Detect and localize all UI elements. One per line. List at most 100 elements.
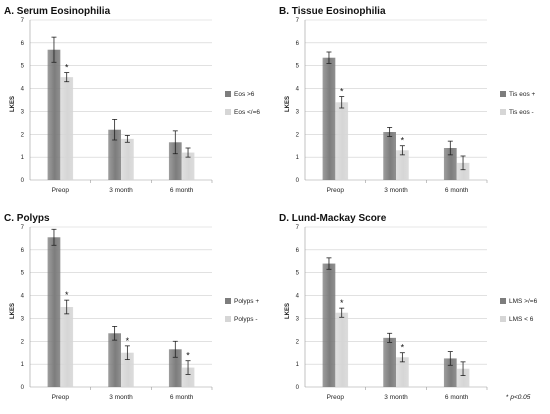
x-category-label: 3 month bbox=[384, 187, 408, 194]
significance-marker: * bbox=[401, 343, 405, 353]
y-tick-label: 1 bbox=[21, 362, 25, 368]
significance-footnote: * p<0.05 bbox=[506, 394, 530, 401]
significance-marker: * bbox=[186, 351, 190, 361]
significance-marker: * bbox=[126, 336, 130, 346]
x-category-label: Preop bbox=[52, 187, 70, 194]
legend-label: Eos </=6 bbox=[234, 109, 260, 116]
y-tick-label: 5 bbox=[296, 64, 300, 70]
bar bbox=[456, 368, 470, 387]
bar bbox=[443, 358, 457, 387]
legend-label: LMS >/=6 bbox=[509, 298, 538, 305]
y-tick-label: 6 bbox=[296, 248, 300, 254]
y-axis-label: LKES bbox=[285, 96, 291, 112]
chart-b: B. Tissue Eosinophilia 0 1 2 3 4 5 6 7 LKES * Preop… bbox=[279, 6, 536, 194]
chart-panel-c: C. Polyps 0 1 2 3 4 5 6 7 LKES * Preop * 3 month * 6 mo… bbox=[0, 207, 275, 414]
bar bbox=[60, 77, 74, 180]
y-tick-label: 7 bbox=[296, 225, 300, 231]
y-tick-label: 5 bbox=[21, 271, 25, 277]
x-category-label: 6 month bbox=[445, 394, 469, 401]
x-category-label: Preop bbox=[327, 394, 345, 401]
bar bbox=[322, 57, 336, 180]
y-axis-label: LKES bbox=[285, 303, 291, 319]
bar bbox=[396, 150, 409, 180]
chart-panel-a: A. Serum Eosinophilia 0 1 2 3 4 5 6 7 LKES * Preop 3… bbox=[0, 0, 275, 207]
y-tick-label: 6 bbox=[296, 41, 300, 47]
y-tick-label: 4 bbox=[21, 294, 25, 300]
y-tick-label: 2 bbox=[296, 339, 300, 345]
bar bbox=[383, 132, 396, 180]
y-tick-label: 2 bbox=[21, 132, 25, 138]
x-category-label: 3 month bbox=[384, 394, 408, 401]
bar bbox=[108, 333, 121, 387]
y-axis-label: LKES bbox=[10, 303, 16, 319]
footnote-text: p<0.05 bbox=[510, 394, 531, 401]
y-tick-label: 7 bbox=[296, 18, 300, 24]
chart-title: D. Lund-Mackay Score bbox=[279, 213, 387, 224]
y-tick-label: 7 bbox=[21, 225, 25, 231]
chart-title: B. Tissue Eosinophilia bbox=[279, 6, 386, 17]
y-tick-label: 1 bbox=[21, 155, 25, 161]
bar bbox=[121, 138, 134, 180]
y-tick-label: 6 bbox=[21, 41, 25, 47]
y-tick-label: 0 bbox=[21, 385, 25, 391]
y-axis-label: LKES bbox=[10, 96, 16, 112]
bar bbox=[108, 129, 121, 180]
bar bbox=[60, 307, 74, 387]
bar bbox=[168, 142, 182, 180]
bar bbox=[47, 237, 61, 387]
y-tick-label: 5 bbox=[296, 271, 300, 277]
bar bbox=[47, 49, 61, 180]
chart-a: A. Serum Eosinophilia 0 1 2 3 4 5 6 7 LKES * Preop 3… bbox=[4, 6, 260, 194]
legend-label: Tis eos + bbox=[509, 91, 536, 98]
x-category-label: 6 month bbox=[445, 187, 469, 194]
bar bbox=[456, 162, 470, 180]
significance-marker: * bbox=[401, 136, 405, 146]
y-tick-label: 2 bbox=[296, 132, 300, 138]
y-tick-label: 4 bbox=[21, 87, 25, 93]
y-tick-label: 3 bbox=[21, 316, 25, 322]
bar bbox=[443, 148, 457, 180]
bar bbox=[168, 349, 182, 387]
x-category-label: 6 month bbox=[170, 187, 194, 194]
bar bbox=[383, 337, 396, 387]
x-category-label: Preop bbox=[327, 187, 345, 194]
footnote-star: * bbox=[506, 394, 509, 401]
chart-d: D. Lund-Mackay Score 0 1 2 3 4 5 6 7 LKES * Preop * 3… bbox=[279, 213, 538, 401]
chart-title: C. Polyps bbox=[4, 213, 50, 224]
x-category-label: 3 month bbox=[109, 394, 133, 401]
y-tick-label: 2 bbox=[21, 339, 25, 345]
y-tick-label: 0 bbox=[21, 178, 25, 184]
legend-swatch bbox=[500, 109, 506, 115]
chart-panel-b: B. Tissue Eosinophilia 0 1 2 3 4 5 6 7 LKES * Preop… bbox=[275, 0, 550, 207]
bar bbox=[181, 367, 195, 387]
legend-label: Tis eos - bbox=[509, 109, 534, 116]
y-tick-label: 6 bbox=[21, 248, 25, 254]
significance-marker: * bbox=[65, 63, 69, 73]
bar bbox=[121, 352, 134, 387]
legend-swatch bbox=[500, 316, 506, 322]
y-tick-label: 4 bbox=[296, 87, 300, 93]
y-tick-label: 1 bbox=[296, 362, 300, 368]
significance-marker: * bbox=[65, 290, 69, 300]
y-tick-label: 0 bbox=[296, 178, 300, 184]
bar bbox=[181, 152, 195, 180]
legend-swatch bbox=[500, 91, 506, 97]
y-tick-label: 0 bbox=[296, 385, 300, 391]
bar bbox=[335, 312, 349, 387]
significance-marker: * bbox=[340, 87, 344, 97]
legend-swatch bbox=[225, 91, 231, 97]
x-category-label: 6 month bbox=[170, 394, 194, 401]
legend-label: Polyps + bbox=[234, 298, 259, 305]
y-tick-label: 3 bbox=[296, 316, 300, 322]
legend-label: Eos >6 bbox=[234, 91, 255, 98]
y-tick-label: 1 bbox=[296, 155, 300, 161]
y-tick-label: 3 bbox=[296, 109, 300, 115]
legend-swatch bbox=[500, 298, 506, 304]
y-tick-label: 4 bbox=[296, 294, 300, 300]
legend-label: Polyps - bbox=[234, 316, 257, 323]
x-category-label: Preop bbox=[52, 394, 70, 401]
bar bbox=[322, 263, 336, 387]
x-category-label: 3 month bbox=[109, 187, 133, 194]
legend-swatch bbox=[225, 109, 231, 115]
y-tick-label: 3 bbox=[21, 109, 25, 115]
